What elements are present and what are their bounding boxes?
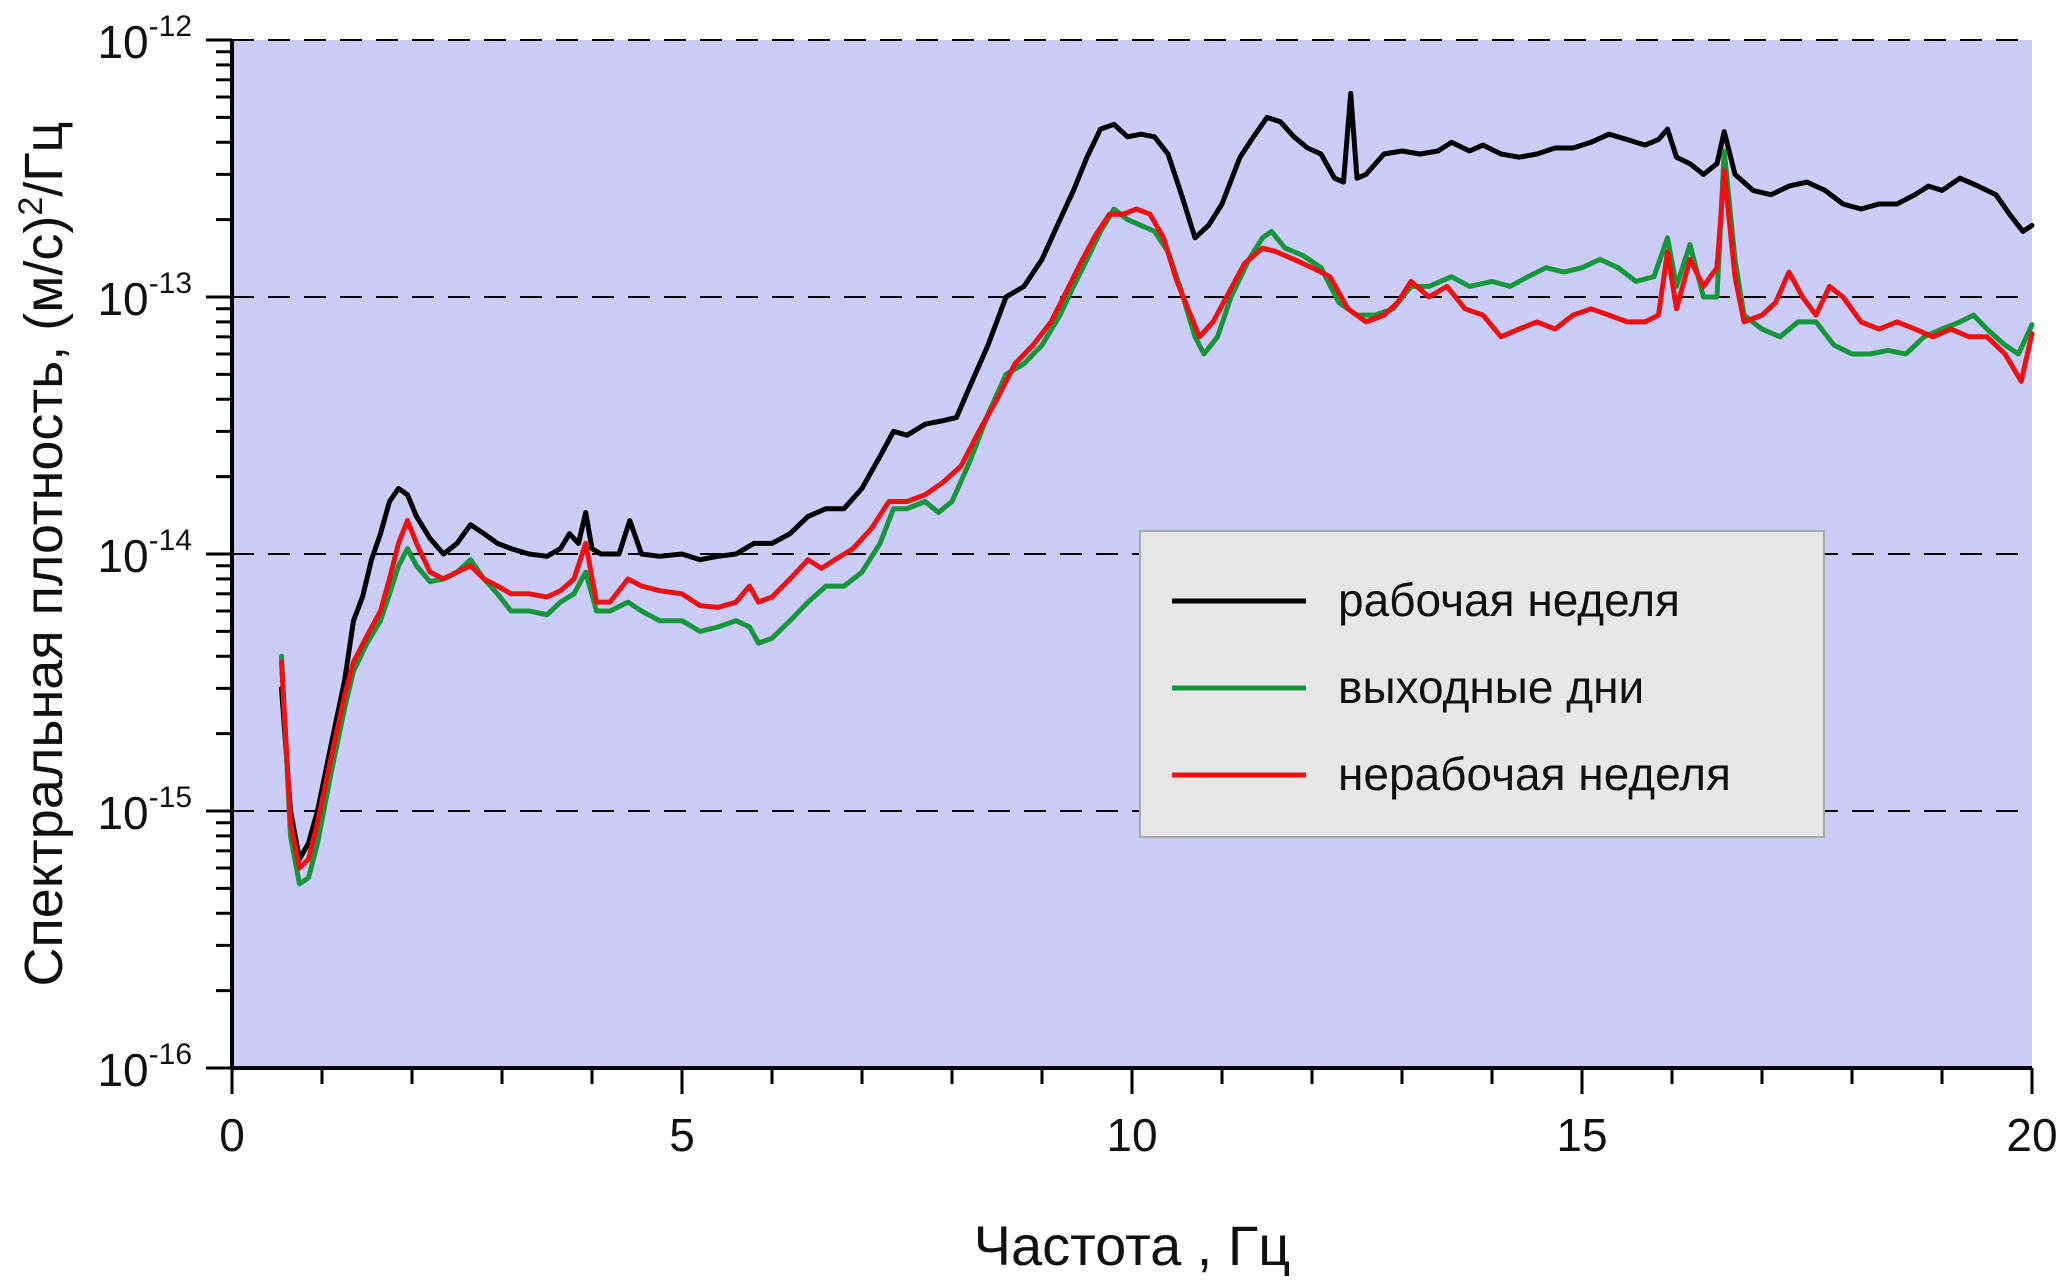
y-tick-exponent: -14 [149,524,192,557]
y-tick-label: 10-14 [97,524,192,582]
y-tick-base: 10 [97,530,148,582]
y-tick-base: 10 [97,273,148,325]
legend-label-1: выходные дни [1338,661,1644,713]
y-tick-exponent: -13 [149,267,192,300]
x-axis-title: Частота , Гц [974,1214,1291,1277]
x-tick-label: 20 [2006,1109,2057,1161]
y-tick-base: 10 [97,787,148,839]
y-axis-title: Спектральная плотность, (м/с)2/Гц [12,122,74,987]
series-line-2 [279,168,2035,871]
legend-label-0: рабочая неделя [1338,574,1680,626]
y-tick-exponent: -15 [149,781,192,814]
y-tick-label: 10-15 [97,781,192,839]
y-axis-title-tail: /Гц [14,122,74,197]
x-tick-label: 10 [1106,1109,1157,1161]
y-tick-base: 10 [97,1044,148,1096]
y-tick-base: 10 [97,16,148,68]
legend-box [1139,530,1825,838]
x-ticks: 0 5 10 15 20 [219,1068,2058,1161]
y-tick-exponent: -12 [149,10,192,43]
series-lines [279,90,2035,887]
y-axis-title-sup: 2 [12,197,50,216]
x-tick-label: 15 [1556,1109,1607,1161]
legend-label-2: нерабочая неделя [1338,748,1731,800]
y-tick-label: 10-13 [97,267,192,325]
series-line-0 [279,90,2035,862]
y-tick-label: 10-12 [97,10,192,68]
x-tick-label: 5 [669,1109,695,1161]
legend: рабочая неделя выходные дни нерабочая неде… [1139,530,1825,838]
y-tick-label: 10-16 [97,1038,192,1096]
y-axis-title-main: Спектральная плотность, (м/с) [14,216,74,987]
y-tick-exponent: -16 [149,1038,192,1071]
x-tick-label: 0 [219,1109,245,1161]
